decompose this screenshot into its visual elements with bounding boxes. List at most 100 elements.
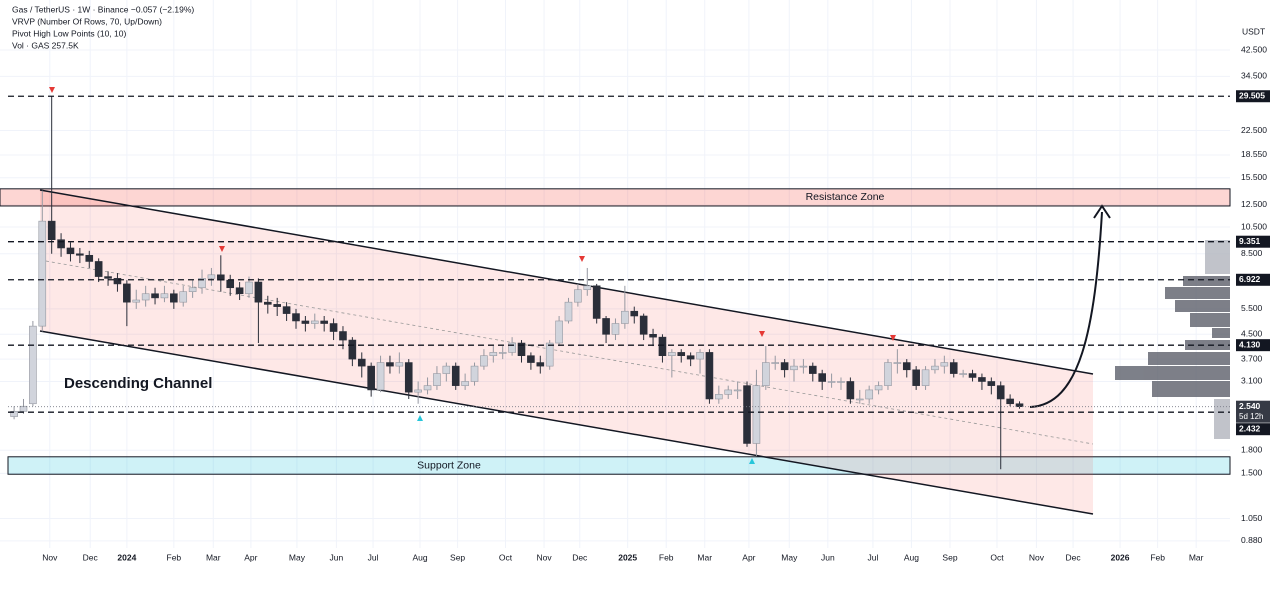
candle-body (724, 389, 733, 395)
candle-body (649, 334, 657, 338)
last-price-tag (1236, 400, 1270, 423)
candle-body (320, 320, 328, 324)
candle-body (855, 398, 864, 401)
channel-upper (39, 189, 1094, 375)
candle-body (837, 381, 845, 383)
profile-bar (1185, 340, 1230, 350)
candle-body (536, 362, 545, 367)
x-tick-label: Sep (942, 552, 957, 562)
channel-mid (39, 259, 1094, 445)
y-tick-label: 18.550 (1241, 149, 1267, 159)
x-tick-label: Aug (412, 552, 427, 562)
candle-body (10, 410, 18, 417)
candle-body (19, 405, 28, 412)
x-tick-label: Sep (450, 552, 465, 562)
y-tick-label: 5.500 (1241, 303, 1263, 313)
channel-label: Descending Channel (64, 375, 212, 392)
candle-body (696, 352, 704, 360)
channel-lower (39, 330, 1094, 515)
x-tick-label: Aug (904, 552, 919, 562)
arrow-head (1093, 204, 1111, 219)
y-tick-label: 1.050 (1241, 513, 1263, 523)
x-tick-label: Mar (1189, 552, 1204, 562)
candle-body (771, 362, 780, 364)
candle-body (564, 301, 573, 322)
candle-body (480, 355, 488, 367)
candle-body (949, 362, 958, 374)
candle-body (762, 362, 770, 386)
y-tick-label: 12.500 (1241, 199, 1267, 209)
level-tag (1236, 339, 1270, 352)
candle-body (66, 247, 75, 255)
candle-body (611, 323, 620, 335)
candle-body (1015, 403, 1024, 408)
candle-body (874, 385, 883, 391)
profile-bar (1183, 276, 1230, 286)
x-tick-label: 2026 (1111, 552, 1130, 562)
candle-body (790, 365, 798, 371)
candle-body (386, 362, 394, 367)
zone (0, 188, 1231, 207)
x-tick-label: Jun (821, 552, 835, 562)
y-tick-label: 15.500 (1241, 172, 1267, 182)
candle-body (799, 365, 808, 368)
candle-body (921, 369, 930, 386)
candle-body (76, 253, 84, 256)
candle-body (113, 278, 122, 285)
candle-body (123, 283, 131, 303)
candles (10, 96, 1024, 470)
candle-body (235, 287, 244, 295)
candle-body (527, 355, 535, 363)
candle-body (254, 281, 263, 303)
candle-body (583, 285, 592, 291)
x-tick-label: Oct (499, 552, 513, 562)
last-price-label: 2.540 (1239, 401, 1261, 411)
candle-body (846, 381, 855, 400)
candle-body (404, 362, 413, 393)
x-tick-label: Feb (659, 552, 674, 562)
level-tag (1236, 235, 1270, 248)
level-label: 29.505 (1239, 90, 1265, 100)
candle-body (282, 306, 291, 314)
legend-line: Pivot High Low Points (10, 10) (12, 28, 127, 38)
candle-body (752, 385, 761, 444)
countdown: 5d 12h (1239, 412, 1263, 421)
candle-body (621, 310, 629, 324)
y-tick-label: 4.500 (1241, 329, 1263, 339)
profile-bar (1148, 352, 1230, 365)
y-tick-label: 34.500 (1241, 71, 1267, 81)
x-tick-label: Apr (742, 552, 755, 562)
candle-body (508, 342, 516, 353)
level-tag (1236, 273, 1270, 286)
profile-bar (1214, 399, 1230, 439)
candle-body (132, 299, 141, 303)
y-tick-label: 10.500 (1241, 221, 1267, 231)
profile-bar (1205, 240, 1230, 274)
candle-body (310, 320, 319, 324)
candle-body (329, 323, 338, 332)
projection-arrow (1029, 211, 1103, 408)
candle-body (461, 381, 469, 386)
candle-body (545, 342, 554, 367)
zone-label: Support Zone (417, 459, 481, 471)
profile-bar (1175, 300, 1230, 312)
pivot-high (759, 331, 765, 337)
candle-body (245, 281, 253, 295)
candle-body (442, 365, 451, 374)
pivot-high (579, 256, 585, 262)
zone (7, 456, 1231, 475)
candle-body (968, 373, 977, 378)
candle-body (141, 293, 150, 301)
candle-body (273, 304, 281, 307)
candle-body (198, 278, 206, 289)
candle-body (517, 342, 526, 357)
candle-body (423, 385, 432, 391)
level-tag (1236, 90, 1270, 103)
x-tick-label: Dec (83, 552, 99, 562)
level-tag (1236, 423, 1270, 436)
candle-body (884, 362, 892, 386)
candle-body (85, 254, 94, 262)
candle-body (827, 381, 836, 383)
